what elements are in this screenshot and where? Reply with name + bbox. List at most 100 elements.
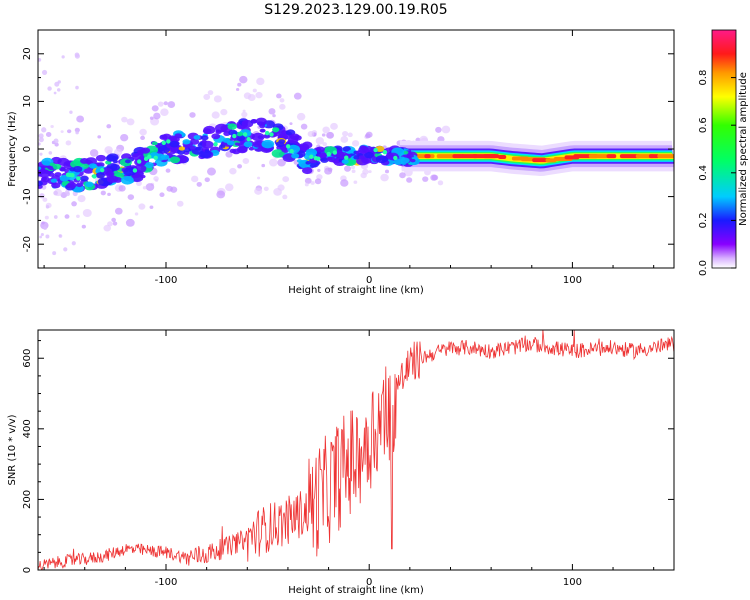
x-tick-label: 100: [563, 275, 582, 286]
spectrogram-blob: [326, 151, 331, 157]
spectrogram-noise-blob: [58, 234, 62, 237]
spectrogram-blob: [320, 157, 329, 163]
spectrogram-noise-blob: [241, 111, 248, 118]
y-tick-label: 400: [22, 419, 33, 438]
spectrogram-blob: [263, 133, 271, 139]
spectrogram-noise-blob: [104, 146, 113, 154]
spectrogram-noise-blob: [304, 177, 312, 184]
spectrogram-noise-blob: [42, 197, 48, 202]
spectrogram-blob: [182, 139, 191, 145]
spectrogram-noise-blob: [191, 175, 199, 183]
spectrogram-noise-blob: [225, 151, 233, 158]
spectrogram-blob: [313, 156, 319, 161]
spectrogram-noise-blob: [268, 108, 276, 115]
spectrogram-noise-blob: [327, 167, 333, 172]
spectrogram-peak: [545, 158, 557, 163]
spectrogram-noise-blob: [437, 180, 444, 186]
spectrogram-blob: [100, 167, 105, 173]
spectrogram-blob: [251, 119, 258, 124]
spectrogram-noise-blob: [314, 178, 322, 185]
spectrogram-blob: [76, 176, 81, 181]
spectrogram-noise-blob: [126, 118, 135, 126]
spectrogram-blob: [260, 129, 266, 133]
x-tick-label: -100: [155, 275, 178, 286]
spectrogram-blob: [298, 143, 310, 151]
spectrogram-noise-blob: [300, 123, 308, 130]
spectrogram-blob: [176, 149, 185, 155]
spectrogram-noise-blob: [229, 167, 237, 175]
spectrogram-noise-blob: [138, 203, 146, 210]
spectrogram-noise-blob: [69, 110, 73, 114]
spectrogram-blob: [178, 146, 186, 151]
spectrogram-noise-blob: [75, 85, 79, 90]
spectrogram-blob: [285, 144, 291, 149]
spectrogram-noise-blob: [41, 69, 48, 76]
spectrogram-noise-blob: [293, 92, 302, 100]
spectrogram-blob: [382, 149, 388, 155]
spectrogram-noise-blob: [360, 172, 367, 179]
spectrogram-noise-blob: [207, 167, 216, 176]
spectrogram-noise-blob: [211, 111, 220, 119]
spectrogram-peak: [657, 154, 674, 159]
spectrogram-blob: [169, 156, 181, 164]
spectrogram-noise-blob: [255, 91, 263, 99]
spectrogram-blob: [252, 140, 264, 148]
spectrogram-noise-blob: [441, 125, 451, 134]
spectrogram-noise-blob: [38, 142, 41, 146]
spectrogram-noise-blob: [213, 95, 222, 103]
spectrogram-blob: [59, 174, 70, 182]
spectrogram-noise-blob: [56, 88, 61, 92]
spectrogram-noise-blob: [53, 215, 58, 219]
spectrogram-noise-blob: [53, 91, 57, 95]
spectrogram-noise-blob: [321, 133, 326, 137]
spectrogram-noise-blob: [77, 194, 86, 203]
spectrogram-blob: [204, 149, 210, 153]
spectrogram-noise-blob: [151, 105, 159, 112]
spectrogram-noise-blob: [106, 124, 112, 129]
spectrogram-noise-blob: [163, 101, 168, 106]
spectrogram-noise-blob: [125, 218, 135, 227]
spectrogram-noise-blob: [39, 235, 43, 239]
spectrogram-noise-blob: [112, 221, 118, 226]
spectrogram-noise-blob: [140, 135, 145, 141]
spectrogram-noise-blob: [273, 187, 282, 196]
spectrogram-noise-blob: [315, 137, 325, 145]
spectrogram-blob: [375, 155, 388, 164]
spectrogram-blob: [291, 153, 300, 159]
spectrogram-peak: [588, 154, 609, 159]
spectrogram-noise-blob: [326, 131, 335, 139]
spectrogram-blob: [410, 158, 416, 163]
spectrogram-blob: [271, 149, 285, 158]
colorbar-ticks: 0.0 0.2 0.4 0.6 0.8: [698, 70, 736, 276]
snr-panel: -100 0 100 0 200 400 600 Height of straight li…: [7, 329, 675, 596]
spectrogram-blob: [67, 182, 77, 189]
spectrogram-noise-blob: [53, 138, 59, 144]
spectrogram-noise-blob: [310, 181, 315, 185]
spectrogram-noise-blob: [149, 116, 154, 120]
colorbar: 0.0 0.2 0.4 0.6 0.8 Normalized spectral ampl…: [698, 29, 749, 276]
y-tick-label: 0: [22, 567, 33, 573]
spectrogram-noise-blob: [340, 135, 349, 143]
spectrogram-noise-blob: [74, 52, 80, 58]
spectrogram-blob: [88, 163, 97, 169]
spectrogram-blob: [38, 180, 43, 187]
spectrogram-noise-blob: [38, 133, 44, 139]
chart-title: S129.2023.129.00.19.R05: [264, 2, 447, 18]
spectrogram-noise-blob: [277, 158, 286, 167]
spectrogram-noise-blob: [45, 234, 50, 239]
spectrogram-blob: [215, 129, 221, 133]
spectrogram-noise-blob: [76, 115, 85, 123]
spectrogram-noise-blob: [65, 140, 72, 146]
spectrogram-blob: [166, 139, 171, 144]
spectrogram-noise-blob: [422, 176, 429, 182]
spectrogram-blob: [301, 167, 313, 175]
colorbar-gradient: [711, 29, 737, 269]
spectrogram-blob: [309, 154, 314, 159]
spectrogram-blob: [356, 156, 369, 166]
y-tick-label: 20: [22, 47, 33, 60]
spectrogram-blob: [241, 119, 254, 128]
spectrogram-blob: [80, 175, 89, 182]
spectrogram-noise-blob: [111, 217, 116, 222]
